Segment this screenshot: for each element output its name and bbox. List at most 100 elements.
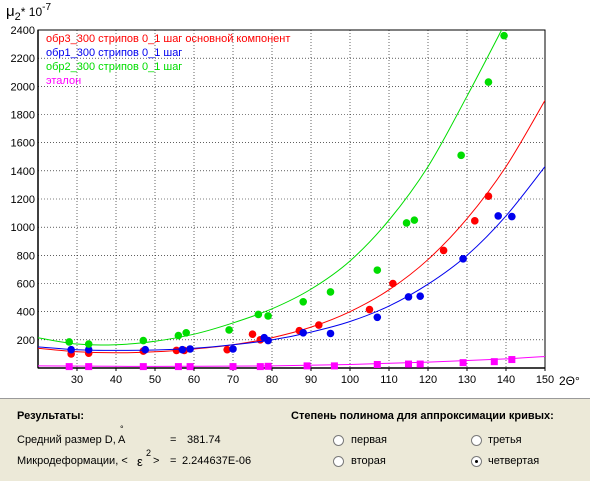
series-point-2 bbox=[225, 326, 233, 334]
chart-svg: 30 40 50 60 70 80 90 100 110 120 130 140 150 200 400 60… bbox=[11, 25, 555, 386]
size-label: Средний размер D, bbox=[17, 434, 116, 446]
series-point-3 bbox=[373, 360, 381, 368]
series-point-2 bbox=[410, 216, 419, 224]
series-point-0 bbox=[315, 321, 323, 329]
results-panel: Результаты: Средний размер D, ° A = 381.… bbox=[0, 399, 590, 481]
series-point-0 bbox=[365, 305, 374, 314]
series-point-0 bbox=[248, 330, 257, 339]
y-axis-label: μ2* 10-7 bbox=[6, 2, 51, 23]
x-tick-label: 80 bbox=[266, 374, 278, 386]
series-point-2 bbox=[457, 151, 465, 160]
series-point-2 bbox=[373, 266, 382, 274]
results-title: Результаты: bbox=[17, 410, 85, 422]
series-point-2 bbox=[65, 338, 73, 346]
series-point-1 bbox=[264, 336, 272, 345]
y-tick-label: 2400 bbox=[11, 25, 35, 37]
x-tick-label: 100 bbox=[341, 374, 359, 386]
x-tick-label: 140 bbox=[497, 374, 515, 386]
x-tick-label: 40 bbox=[110, 374, 122, 386]
legend-entry-3: эталон bbox=[46, 75, 81, 87]
radio-option-fourth[interactable]: четвертая bbox=[471, 455, 561, 469]
series-point-0 bbox=[471, 217, 479, 225]
series-point-3 bbox=[303, 362, 311, 370]
y-tick-label: 1400 bbox=[11, 166, 35, 178]
radio-option-second[interactable]: вторая bbox=[333, 455, 413, 469]
series-point-2 bbox=[500, 31, 508, 40]
y-tick-label: 2000 bbox=[11, 81, 35, 93]
x-tick-label: 30 bbox=[71, 374, 83, 386]
series-point-3 bbox=[508, 356, 516, 364]
strain-symbol: ε bbox=[137, 454, 143, 469]
series-point-0 bbox=[223, 345, 231, 354]
x-tick-label: 90 bbox=[305, 374, 317, 386]
series-point-3 bbox=[139, 363, 147, 371]
series-point-3 bbox=[229, 363, 237, 371]
radio-second-button[interactable] bbox=[333, 456, 344, 467]
series-point-1 bbox=[459, 255, 467, 263]
series-point-3 bbox=[490, 358, 498, 366]
legend-entry-2: обр2_300 стрипов 0_1 шаг bbox=[46, 61, 182, 73]
y-tick-label: 1000 bbox=[11, 222, 35, 234]
size-value: 381.74 bbox=[187, 434, 221, 446]
series-point-2 bbox=[299, 298, 308, 306]
chart-panel: 30 40 50 60 70 80 90 100 110 120 130 140 150 200 400 60… bbox=[0, 0, 590, 399]
radio-fourth-button[interactable] bbox=[471, 456, 482, 467]
series-point-0 bbox=[172, 346, 181, 355]
radio-option-third[interactable]: третья bbox=[471, 434, 561, 448]
series-point-1 bbox=[416, 292, 425, 300]
y-tick-label: 1800 bbox=[11, 110, 35, 122]
radio-fourth-label[interactable]: четвертая bbox=[488, 455, 540, 467]
series-point-3 bbox=[459, 359, 467, 367]
radio-second-label[interactable]: вторая bbox=[351, 455, 386, 467]
x-tick-label: 70 bbox=[227, 374, 239, 386]
series-point-2 bbox=[326, 288, 335, 296]
radio-third-label[interactable]: третья bbox=[488, 434, 522, 446]
strain-eq: = bbox=[170, 455, 177, 467]
x-tick-label: 50 bbox=[149, 374, 161, 386]
x-axis-label: 2Θ° bbox=[559, 374, 580, 388]
series-point-1 bbox=[186, 345, 194, 353]
y-axis-label-sub: 2 bbox=[14, 11, 21, 23]
series-point-1 bbox=[299, 328, 308, 337]
size-unit-mark: ° bbox=[120, 424, 124, 434]
series-point-1 bbox=[178, 345, 187, 354]
series-point-1 bbox=[141, 345, 150, 354]
series-curve-2 bbox=[38, 30, 503, 346]
y-axis-label-base: μ bbox=[6, 3, 15, 20]
series-point-1 bbox=[229, 345, 237, 353]
series-point-1 bbox=[67, 345, 75, 354]
series-point-3 bbox=[174, 363, 182, 371]
y-tick-label: 200 bbox=[17, 335, 35, 347]
x-tick-label: 130 bbox=[458, 374, 476, 386]
radio-first-label[interactable]: первая bbox=[351, 434, 387, 446]
series-point-1 bbox=[373, 313, 382, 322]
y-axis-label-exp: * 10 bbox=[20, 5, 43, 19]
series-point-3 bbox=[256, 363, 264, 371]
x-tick-label: 120 bbox=[419, 374, 437, 386]
series-point-0 bbox=[389, 279, 397, 288]
y-axis-label-pow: -7 bbox=[42, 2, 52, 13]
series-point-1 bbox=[508, 212, 516, 221]
series-point-1 bbox=[326, 329, 335, 338]
radio-first-button[interactable] bbox=[333, 435, 344, 446]
polynomial-title: Степень полинома для аппроксимации кривы… bbox=[291, 410, 554, 422]
y-tick-label: 600 bbox=[17, 279, 35, 291]
plot-area bbox=[37, 29, 546, 369]
x-tick-label: 150 bbox=[536, 374, 554, 386]
radio-option-first[interactable]: первая bbox=[333, 434, 413, 448]
series-point-3 bbox=[416, 360, 424, 368]
series-point-3 bbox=[405, 360, 412, 368]
series-point-3 bbox=[330, 362, 338, 370]
series-point-2 bbox=[484, 78, 493, 86]
x-tick-label: 60 bbox=[188, 374, 200, 386]
series-point-2 bbox=[174, 331, 183, 340]
strain-label: Микродеформации, < bbox=[17, 455, 128, 467]
series-point-1 bbox=[404, 293, 413, 301]
series-point-2 bbox=[182, 328, 190, 337]
series-point-3 bbox=[85, 363, 93, 371]
legend-entry-0: обр3_300 стрипов 0_1 шаг основной компон… bbox=[46, 33, 290, 45]
radio-third-button[interactable] bbox=[471, 435, 482, 446]
series-point-3 bbox=[264, 362, 272, 370]
series-point-2 bbox=[254, 310, 263, 319]
size-eq: = bbox=[170, 434, 177, 446]
